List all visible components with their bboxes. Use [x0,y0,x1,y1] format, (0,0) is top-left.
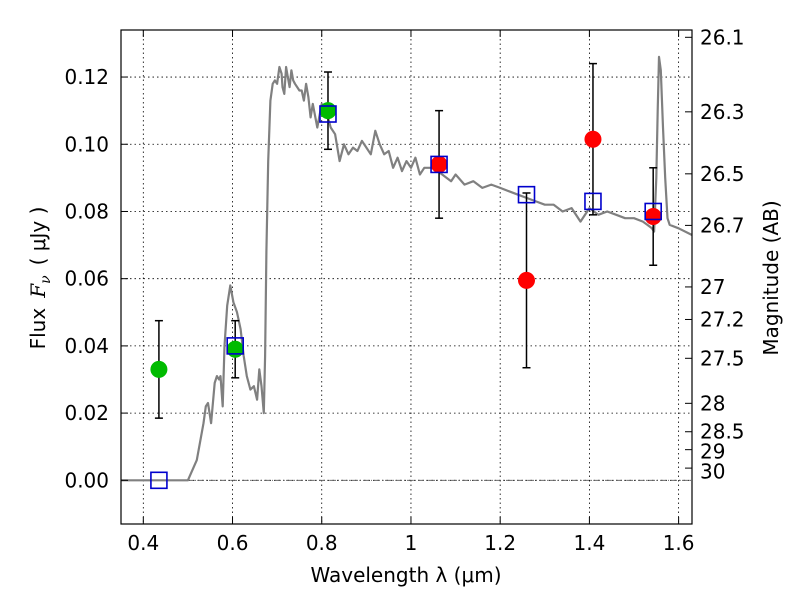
x-axis-title: Wavelength λ (μm) [310,563,501,587]
observed-point [319,102,337,120]
x-tick-label: 0.4 [127,531,159,555]
y-tick-label: 0.12 [64,65,109,89]
model-point [226,337,244,355]
grid-lines [121,30,692,524]
mag-tick-label: 27.5 [700,346,745,370]
mag-tick-label: 28.5 [700,420,745,444]
model-point [517,185,536,204]
y-axis-title-symbol: F [26,283,50,299]
y-axis-title-subscript: ν [38,275,54,284]
y-tick-label: 0.04 [64,334,109,358]
y-axis-title-prefix: Flux [26,308,50,350]
model-point [584,192,602,211]
y-axis-right-title: Magnitude (AB) [759,200,783,355]
y-tick-label: 0.00 [64,468,109,492]
observed-point [584,130,602,148]
x-tick-label: 1.4 [573,531,605,555]
mag-tick-label: 26.3 [700,100,745,124]
x-tick-label: 0.6 [217,531,249,555]
model-point [430,155,448,174]
spectrum-layer [121,55,693,482]
x-tick-labels: 0.4 0.6 0.8 1 1.2 1.4 1.6 [127,531,694,555]
axis-ticks [121,30,692,524]
x-tick-label: 0.8 [306,531,338,555]
mag-tick-label: 29 [700,440,725,464]
mag-tick-label: 26.5 [700,162,745,186]
observed-point [517,271,535,289]
x-tick-label: 1.6 [663,531,695,555]
mag-tick-label: 26.1 [700,25,745,49]
observed-point [644,208,662,226]
y-tick-labels: 0.00 0.02 0.04 0.06 0.08 0.10 0.12 [64,65,109,492]
y-axis-title: Flux Fν ( μJy ) [26,207,54,350]
x-tick-label: 1 [405,531,418,555]
mag-tick-label: 27.2 [700,307,745,331]
model-point [150,471,168,490]
mag-tick-label: 28 [700,391,725,415]
y-tick-label: 0.02 [64,401,109,425]
plot-frame [120,29,693,525]
x-tick-label: 1.2 [484,531,516,555]
model-point [319,105,337,123]
observed-point [430,155,448,173]
model-point [644,202,662,221]
y-tick-label: 0.06 [64,267,109,291]
observed-point [150,360,168,378]
mag-tick-label: 30 [700,460,725,484]
spectrum-line [121,55,693,482]
y-tick-label: 0.10 [64,132,109,156]
mag-tick-label: 26.7 [700,213,745,237]
y-tick-label: 0.08 [64,199,109,223]
mag-tick-label: 27 [700,275,725,299]
observed-point [226,340,244,358]
points-layer [150,62,662,490]
y-axis-title-unit: ( μJy ) [26,207,50,266]
